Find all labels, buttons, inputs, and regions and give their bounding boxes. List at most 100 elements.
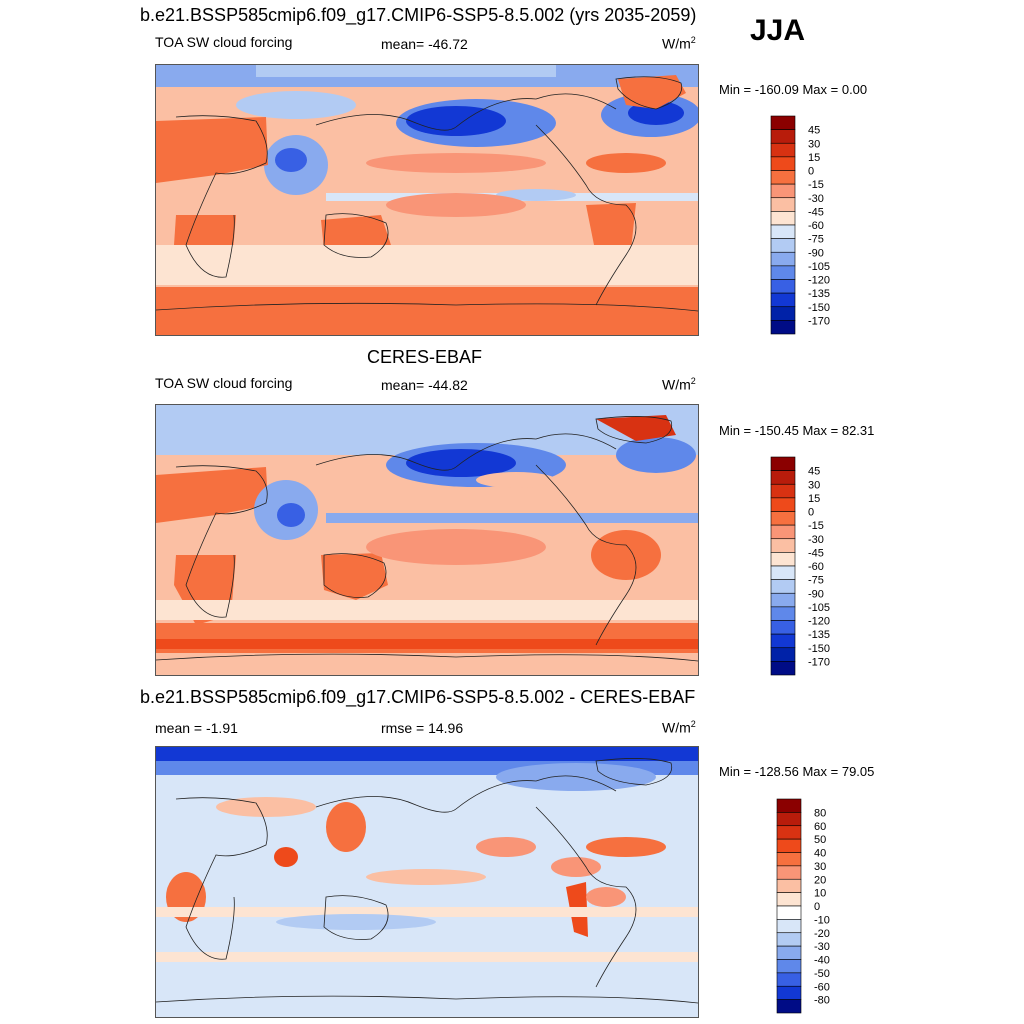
colorbar-box [770, 579, 796, 594]
colorbar-box [776, 825, 802, 840]
colorbar-label: 0 [814, 901, 820, 913]
colorbar-label: -105 [808, 602, 830, 614]
panel3-left-label: mean = -1.91 [155, 720, 238, 736]
colorbar-label: -90 [808, 247, 824, 259]
colorbar-box [770, 538, 796, 553]
colorbar-box [770, 265, 796, 280]
colorbar-box [776, 892, 802, 907]
colorbar-label: 45 [808, 466, 820, 478]
colorbar-box [770, 497, 796, 512]
colorbar-box [770, 197, 796, 212]
colorbar-label: 0 [808, 507, 814, 519]
colorbar-box [770, 606, 796, 621]
colorbar-box [770, 620, 796, 635]
colorbar-label: 30 [808, 138, 820, 150]
colorbar-label: -105 [808, 261, 830, 273]
colorbar-label: -10 [814, 914, 830, 926]
panel3-minmax: Min = -128.56 Max = 79.05 [719, 764, 875, 779]
colorbar-box [770, 552, 796, 567]
panel2-map [155, 404, 699, 676]
colorbar-box [776, 972, 802, 987]
panel1-title: b.e21.BSSP585cmip6.f09_g17.CMIP6-SSP5-8.… [140, 5, 697, 25]
colorbar-box [770, 156, 796, 171]
colorbar-label: -15 [808, 179, 824, 191]
colorbar-box [770, 279, 796, 294]
colorbar-label: 30 [814, 861, 826, 873]
colorbar-box [776, 959, 802, 974]
colorbar-box [776, 905, 802, 920]
colorbar-box [776, 919, 802, 934]
colorbar-box [776, 999, 802, 1014]
colorbar-label: 20 [814, 874, 826, 886]
colorbar-label: -40 [814, 955, 830, 967]
panel2-units: W/m2 [662, 376, 696, 393]
colorbar-label: -150 [808, 643, 830, 655]
colorbar-label: 50 [814, 834, 826, 846]
colorbar-box [770, 238, 796, 253]
colorbar-label: -80 [814, 995, 830, 1007]
colorbar-box [776, 932, 802, 947]
colorbar-label: 45 [808, 125, 820, 137]
panel1-center-label: mean= -46.72 [381, 36, 468, 52]
panel2-minmax: Min = -150.45 Max = 82.31 [719, 423, 875, 438]
panel2-center-label: mean= -44.82 [381, 377, 468, 393]
colorbar-label: 10 [814, 888, 826, 900]
colorbar-label: -170 [808, 656, 830, 668]
colorbar-box [770, 211, 796, 226]
colorbar-label: -90 [808, 588, 824, 600]
colorbar-box [776, 852, 802, 867]
colorbar-label: -170 [808, 315, 830, 327]
colorbar-box [776, 865, 802, 880]
colorbar-box [770, 483, 796, 499]
colorbar-label: -75 [808, 234, 824, 246]
colorbar-box [770, 456, 796, 471]
colorbar-label: -60 [808, 220, 824, 232]
panel3-map [155, 746, 699, 1018]
colorbar-label: 15 [808, 493, 820, 505]
colorbar-box [770, 251, 796, 267]
panel3-title: b.e21.BSSP585cmip6.f09_g17.CMIP6-SSP5-8.… [140, 687, 696, 707]
colorbar-label: -150 [808, 302, 830, 314]
colorbar-box [770, 633, 796, 649]
colorbar-box [770, 320, 796, 335]
colorbar-label: 15 [808, 152, 820, 164]
colorbar-label: -135 [808, 629, 830, 641]
panel3-center-label: rmse = 14.96 [381, 720, 464, 736]
colorbar-box [770, 170, 796, 185]
colorbar-label: -15 [808, 520, 824, 532]
colorbar-box [776, 798, 802, 813]
colorbar-label: -30 [808, 534, 824, 546]
panel2-left-label: TOA SW cloud forcing [155, 375, 293, 391]
colorbar-label: -120 [808, 275, 830, 287]
colorbar-label: -60 [814, 981, 830, 993]
season-label: JJA [750, 14, 806, 47]
colorbar-label: -30 [808, 193, 824, 205]
colorbar-box [770, 129, 796, 144]
colorbar-box [776, 838, 802, 853]
colorbar-box [770, 524, 796, 540]
colorbar-label: 30 [808, 479, 820, 491]
colorbar-box [770, 470, 796, 485]
colorbar-box [770, 224, 796, 239]
panel1-map [155, 64, 699, 336]
colorbar-box [770, 292, 796, 308]
colorbar-box [770, 142, 796, 158]
panel2-title: CERES-EBAF [367, 347, 483, 367]
colorbar-box [776, 878, 802, 893]
panel1-left-label: TOA SW cloud forcing [155, 34, 293, 50]
colorbar-box [770, 183, 796, 199]
colorbar-label: -30 [814, 941, 830, 953]
colorbar-label: -120 [808, 616, 830, 628]
colorbar-label: -135 [808, 288, 830, 300]
colorbar-box [770, 592, 796, 608]
colorbar-box [770, 115, 796, 130]
colorbar-box [770, 647, 796, 662]
panel1-minmax: Min = -160.09 Max = 0.00 [719, 82, 868, 97]
colorbar-box [770, 306, 796, 321]
colorbar-label: 40 [814, 848, 826, 860]
colorbar-label: -75 [808, 575, 824, 587]
panel3-units: W/m2 [662, 719, 696, 736]
colorbar-label: -50 [814, 968, 830, 980]
